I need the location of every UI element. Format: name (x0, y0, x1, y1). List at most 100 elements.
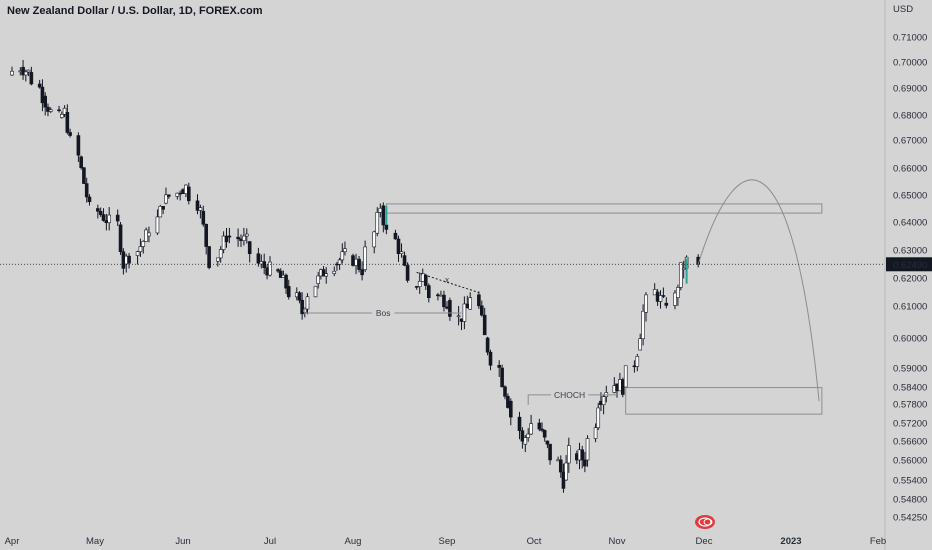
demand-zone[interactable] (625, 387, 823, 415)
candle (537, 418, 542, 432)
candle (399, 243, 404, 258)
candle (585, 435, 590, 467)
candle (508, 398, 513, 426)
candle (195, 194, 200, 215)
candle (488, 349, 493, 371)
candle (503, 385, 507, 400)
projection-curve[interactable] (697, 179, 820, 402)
x-tick-label: Oct (527, 536, 542, 547)
candle (107, 207, 111, 231)
candle (115, 209, 120, 226)
current-price-label: 0.62490 (893, 260, 927, 271)
candle (24, 69, 28, 82)
x-marker-label: x (445, 274, 450, 284)
candle (68, 128, 72, 138)
candle (477, 291, 481, 309)
candle (29, 66, 34, 86)
candle (558, 455, 563, 478)
x-tick-label: Jun (175, 536, 190, 547)
candle (118, 221, 123, 255)
candle (641, 304, 645, 346)
tv-logo-icon[interactable] (695, 515, 715, 529)
candle (363, 240, 367, 273)
candle (127, 252, 131, 269)
candle (448, 297, 452, 321)
bos-line[interactable] (304, 307, 462, 314)
x-tick-label: Apr (5, 536, 20, 547)
candle (635, 353, 640, 372)
candle (517, 411, 522, 440)
candle (417, 272, 422, 294)
candle (372, 230, 377, 254)
x-tick-label: Sep (439, 536, 456, 547)
candle (593, 423, 598, 443)
candle (661, 287, 666, 299)
candle (305, 293, 310, 315)
y-tick-label: 0.54800 (893, 495, 927, 506)
candle (620, 377, 625, 398)
candle (468, 292, 473, 310)
x-tick-label: May (86, 536, 104, 547)
candle (332, 266, 337, 277)
candle (623, 365, 628, 388)
highlight-candle (685, 258, 688, 284)
y-tick-label: 0.70000 (893, 58, 927, 69)
candle (101, 208, 106, 222)
currency-label: USD (893, 4, 913, 15)
candle (638, 333, 643, 351)
candle (218, 246, 223, 263)
candle (221, 231, 226, 254)
candle (297, 291, 302, 304)
candle (216, 257, 220, 267)
candle (500, 364, 504, 388)
candle (10, 66, 14, 76)
candle (227, 227, 232, 244)
candle (65, 104, 70, 135)
candle (278, 268, 283, 278)
candle (62, 105, 67, 118)
candle (340, 243, 345, 264)
candle (529, 414, 533, 436)
x-tick-label: Nov (609, 536, 626, 547)
y-tick-label: 0.56000 (893, 456, 927, 467)
candle (161, 205, 165, 214)
candle (402, 251, 407, 267)
candle (242, 227, 246, 246)
candle (681, 260, 686, 279)
candle (405, 262, 410, 283)
candle (135, 250, 140, 265)
candle (201, 205, 206, 227)
candle (98, 207, 103, 217)
candle (300, 292, 304, 320)
candle (658, 290, 663, 309)
candle (141, 240, 146, 254)
candle (198, 204, 203, 219)
candle (596, 402, 601, 431)
candle (245, 228, 249, 244)
candle (155, 209, 160, 235)
candle (324, 267, 329, 284)
candle (396, 235, 401, 262)
candle (526, 428, 531, 442)
y-tick-label: 0.59000 (893, 364, 927, 375)
candle (360, 261, 364, 281)
dotted-trend-line[interactable] (416, 271, 480, 294)
current-price-badge (886, 257, 932, 272)
candle (224, 227, 229, 248)
candle (84, 177, 89, 203)
y-tick-label: 0.65000 (893, 191, 927, 202)
candle (542, 429, 547, 442)
candle (497, 360, 502, 377)
candle (540, 422, 544, 433)
candle (583, 451, 587, 473)
candle (21, 59, 25, 80)
candle (276, 268, 280, 273)
candle (393, 229, 398, 240)
choch-label: CHOCH (554, 390, 585, 400)
candle (48, 107, 53, 113)
y-tick-label: 0.55400 (893, 476, 927, 487)
candle (456, 305, 461, 326)
candle (427, 283, 431, 303)
candle (601, 394, 606, 415)
